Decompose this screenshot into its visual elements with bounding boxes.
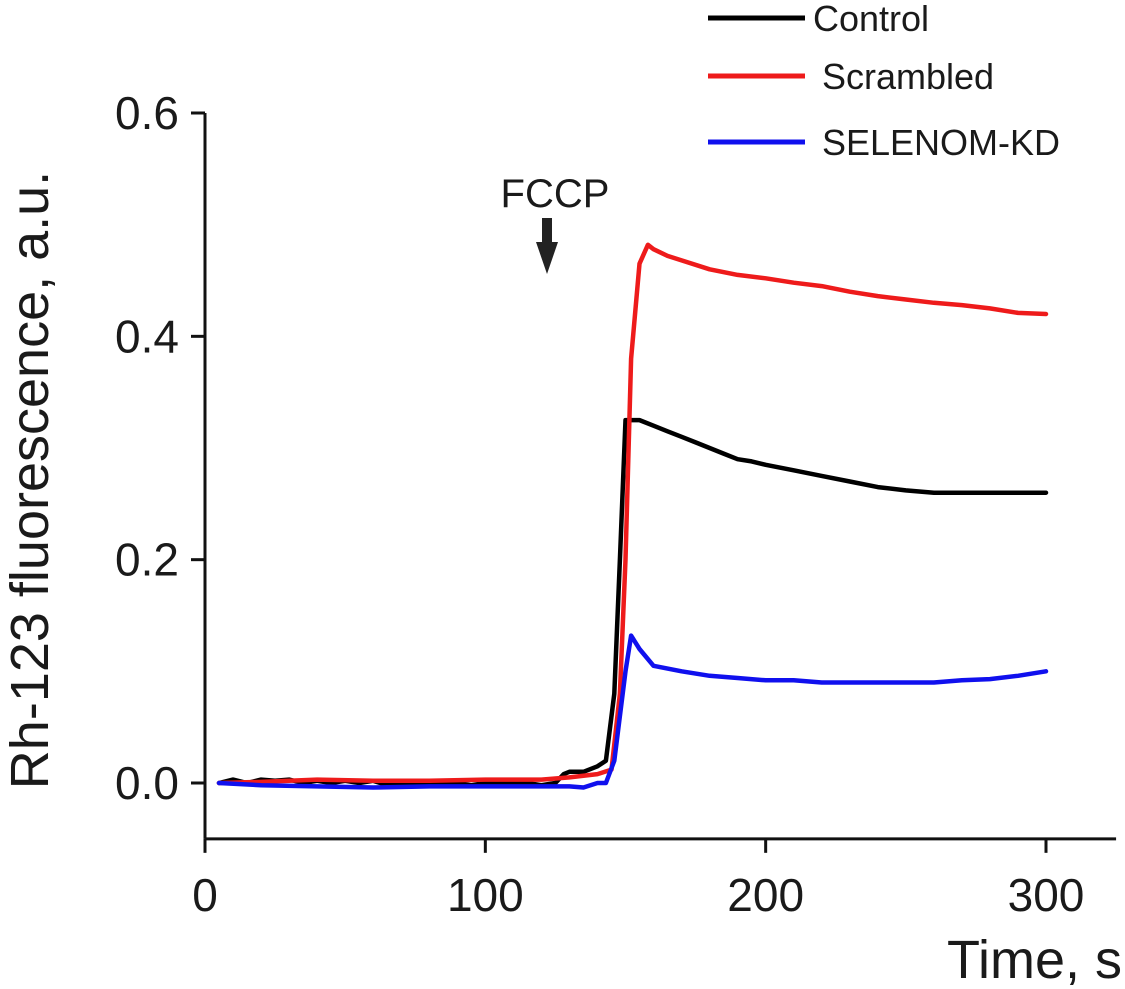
series-layer	[216, 242, 1049, 790]
y-axis-title: Rh-123 fluorescence, a.u.	[0, 171, 60, 789]
y-tick-label: 0.6	[115, 87, 179, 139]
fccp-arrow-down-icon	[536, 242, 559, 274]
y-tick-label: 0.2	[115, 534, 179, 586]
x-tick-label: 0	[192, 869, 218, 921]
x-tick-label: 100	[447, 869, 524, 921]
legend-label: Control	[813, 0, 929, 39]
x-tick-label: 300	[1008, 869, 1085, 921]
fccp-annotation-label: FCCP	[501, 172, 610, 216]
axes: 0.0 0.2 0.4 0.6 0 100 200 300 Time, s Rh-123 fluo…	[0, 87, 1122, 989]
y-tick-label: 0.4	[115, 310, 179, 362]
y-tick-label: 0.0	[115, 757, 179, 809]
x-tick-label: 200	[727, 869, 804, 921]
legend-label: Scrambled	[822, 56, 994, 97]
fccp-arrow-shaft	[542, 218, 553, 244]
x-axis-title: Time, s	[947, 930, 1122, 989]
legend: Control Scrambled SELENOM-KD	[708, 0, 1060, 163]
series-line-scrambled	[216, 242, 1049, 786]
series-line-control	[216, 417, 1049, 788]
annotation-layer: FCCP	[501, 172, 610, 274]
legend-label: SELENOM-KD	[822, 122, 1060, 163]
series-line-selenom-kd	[216, 633, 1049, 790]
